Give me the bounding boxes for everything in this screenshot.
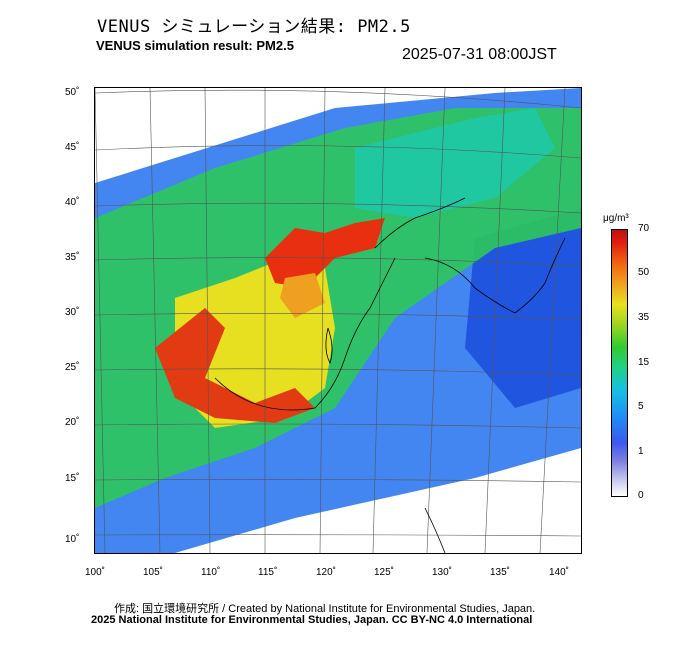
colorbar-label-5: 5 <box>638 401 644 412</box>
lon-label-135: 135˚ <box>490 567 511 578</box>
lon-label-110: 110˚ <box>201 567 221 578</box>
timestamp: 2025-07-31 08:00JST <box>402 46 557 63</box>
lon-label-125: 125˚ <box>374 567 395 578</box>
colorbar-label-1: 1 <box>638 446 644 457</box>
lon-label-115: 115˚ <box>258 567 278 578</box>
license-line: 2025 National Institute for Environmenta… <box>91 614 533 626</box>
pm25-map <box>94 87 582 554</box>
orange-patch <box>280 273 325 318</box>
blue-patch <box>465 208 581 408</box>
lon-label-120: 120˚ <box>316 567 337 578</box>
lon-label-140: 140˚ <box>549 567 570 578</box>
lat-label-10: 10˚ <box>65 534 80 545</box>
colorbar-label-15: 15 <box>638 357 650 368</box>
colorbar <box>611 229 628 497</box>
lat-label-20: 20˚ <box>65 417 80 428</box>
map-canvas <box>95 88 581 553</box>
lon-label-130: 130˚ <box>432 567 453 578</box>
lat-label-25: 25˚ <box>65 362 80 373</box>
lat-label-50: 50˚ <box>65 87 80 98</box>
colorbar-unit: μg/m³ <box>603 213 629 224</box>
colorbar-label-0: 0 <box>638 490 644 501</box>
lat-label-35: 35˚ <box>65 252 80 263</box>
lon-label-100: 100˚ <box>85 567 106 578</box>
colorbar-label-50: 50 <box>638 267 650 278</box>
colorbar-label-70: 70 <box>638 223 650 234</box>
lon-label-105: 105˚ <box>143 567 164 578</box>
title-english: VENUS simulation result: PM2.5 <box>96 38 294 53</box>
lat-label-30: 30˚ <box>65 307 80 318</box>
red-hotspot-south <box>155 308 315 423</box>
red-hotspot-north <box>265 218 385 288</box>
lat-label-15: 15˚ <box>65 473 80 484</box>
colorbar-label-35: 35 <box>638 312 650 323</box>
lat-label-40: 40˚ <box>65 197 80 208</box>
cyan-field <box>355 108 555 218</box>
coastlines <box>214 197 566 553</box>
graticule <box>95 88 581 553</box>
lat-label-45: 45˚ <box>65 142 80 153</box>
credit-line: 作成: 国立環境研究所 / Created by National Instit… <box>114 603 536 615</box>
title-japanese: VENUS シミュレーション結果: PM2.5 <box>97 17 411 37</box>
